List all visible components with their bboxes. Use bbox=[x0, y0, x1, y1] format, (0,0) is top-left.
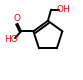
Text: HO: HO bbox=[4, 35, 18, 44]
Text: O: O bbox=[14, 14, 21, 23]
Text: OH: OH bbox=[57, 5, 70, 14]
